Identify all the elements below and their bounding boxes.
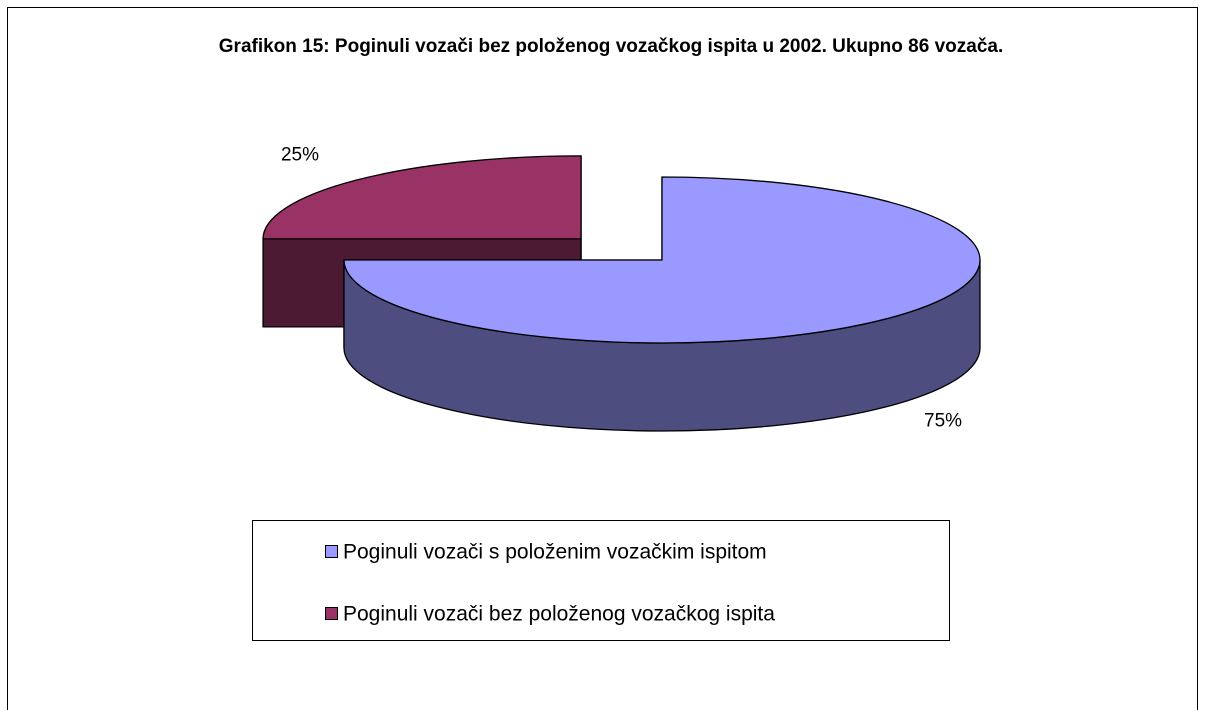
slice xyxy=(343,176,981,344)
legend-label: Poginuli vozači s položenim vozačkim isp… xyxy=(343,541,767,564)
legend-swatch xyxy=(325,545,338,558)
data-label: 75% xyxy=(924,410,962,431)
legend-box xyxy=(252,520,950,641)
chart-title: Grafikon 15: Poginuli vozači bez položen… xyxy=(218,36,1004,57)
legend-swatch xyxy=(325,607,338,620)
chart-frame xyxy=(7,7,1198,710)
legend-label: Poginuli vozači bez položenog vozačkog i… xyxy=(343,603,775,626)
slice xyxy=(262,155,582,240)
data-label: 25% xyxy=(281,145,319,166)
